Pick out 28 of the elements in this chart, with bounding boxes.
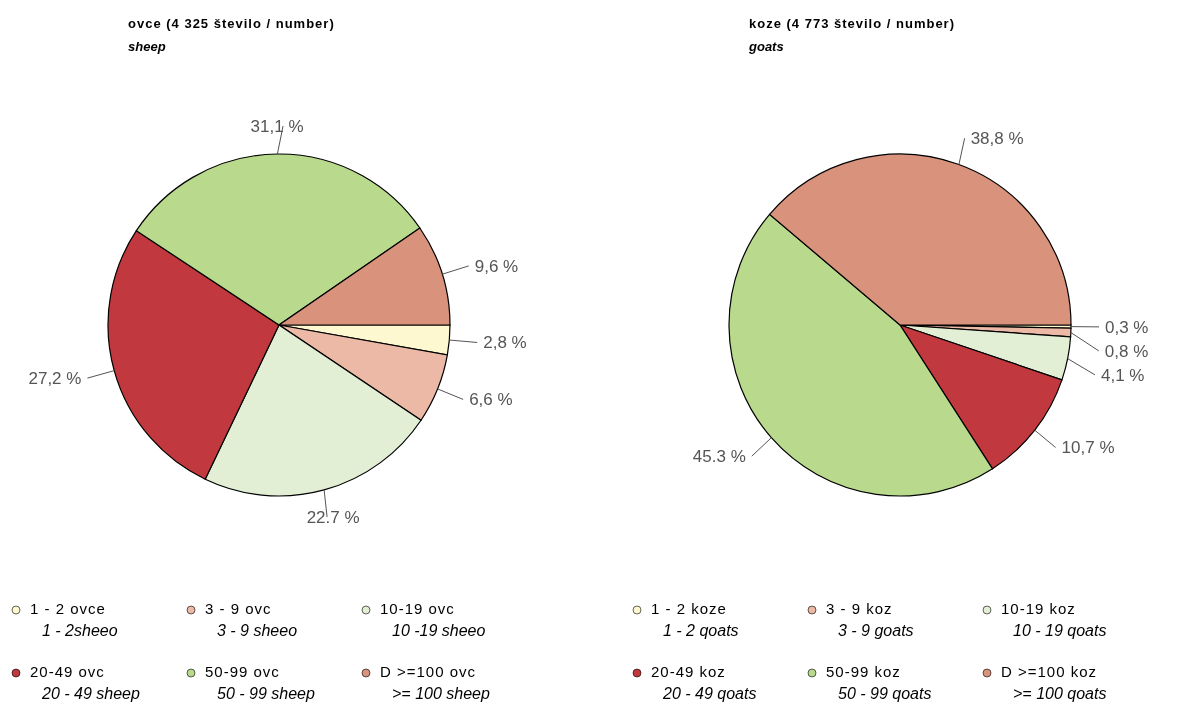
legend-label: 50-99 ovc 50 - 99 sheep: [205, 663, 315, 702]
legend-label: 1 - 2 ovce 1 - 2sheeo: [30, 600, 118, 639]
data-label: 2,8 %: [483, 333, 527, 353]
data-label: 4,1 %: [1101, 365, 1145, 385]
chart-subtitle: goats: [748, 39, 784, 54]
legend-label: 20-49 koz 20 - 49 qoats: [651, 663, 757, 702]
data-label: 31,1 %: [250, 116, 304, 136]
legend-label: 20-49 ovc 20 - 49 sheep: [30, 663, 140, 702]
legend-label: 3 - 9 ovc 3 - 9 sheeo: [205, 600, 298, 639]
data-label: 22.7 %: [306, 507, 360, 527]
chart-title: koze (4 773 število / number): [749, 16, 956, 31]
legend-label: 3 - 9 koz 3 - 9 goats: [826, 600, 914, 639]
legend-label: 10-19 ovc 10 -19 sheeo: [380, 600, 486, 639]
chart-subtitle: sheep: [128, 39, 166, 54]
data-label: 6,6 %: [469, 390, 513, 410]
data-label: 27,2 %: [28, 369, 82, 389]
chart-title: ovce (4 325 število / number): [128, 16, 335, 31]
legend-label: D >=100 ovc >= 100 sheep: [380, 663, 490, 702]
data-label: 9,6 %: [474, 256, 519, 276]
data-label: 38,8 %: [970, 129, 1024, 149]
data-label: 10,7 %: [1061, 438, 1115, 458]
legend-label: D >=100 koz >= 100 qoats: [1001, 663, 1107, 702]
legend-label: 10-19 koz 10 - 19 qoats: [1001, 600, 1107, 639]
data-label: 45.3 %: [692, 447, 746, 467]
data-label: 0,3 %: [1104, 317, 1149, 337]
data-label: 0,8 %: [1104, 341, 1149, 361]
legend-label: 50-99 koz 50 - 99 qoats: [826, 663, 932, 702]
legend-label: 1 - 2 koze 1 - 2 qoats: [651, 600, 739, 639]
